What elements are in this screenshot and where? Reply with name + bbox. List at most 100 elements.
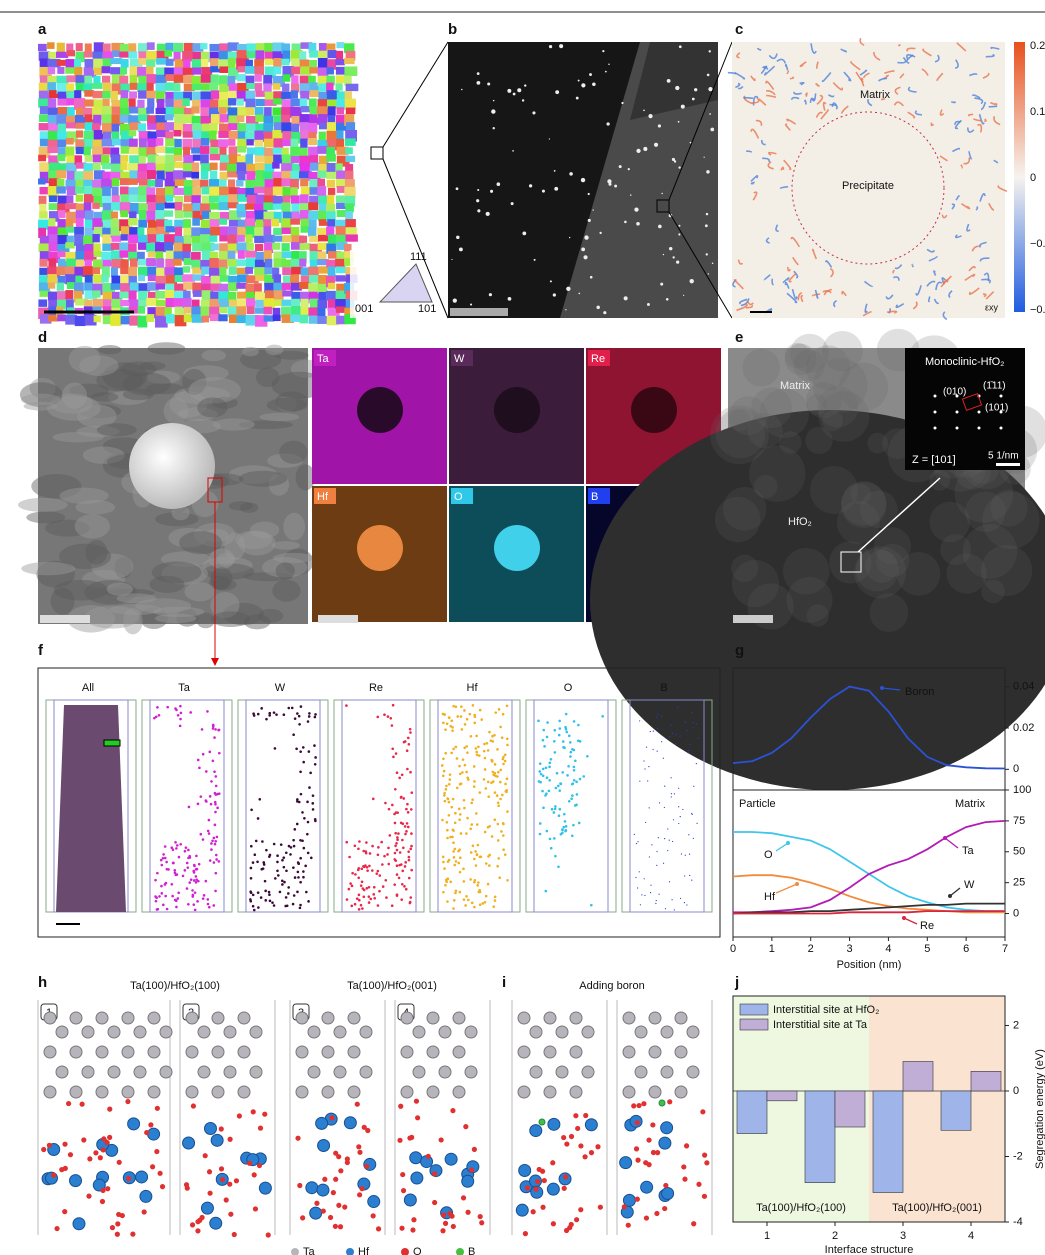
ta-atom [555,1025,569,1039]
grain [227,250,236,260]
apt-atom [553,728,557,732]
grain [245,131,256,142]
apt-atom [186,866,190,869]
grain [66,195,74,204]
grain [318,122,332,130]
grain [264,187,274,198]
grain [74,227,84,238]
ta-atom [400,1085,414,1099]
grain [183,146,191,158]
apt-atom [306,851,310,855]
apt-atom [213,842,217,846]
texture [255,367,280,388]
apt-atom [505,737,509,741]
particle [528,184,533,188]
particle [589,73,592,76]
map-tag [588,350,610,366]
grain [245,98,256,108]
apt-atom [465,832,468,835]
grain [119,114,132,123]
texture [271,541,301,550]
line-series [732,685,1006,770]
grain [344,114,355,126]
grain [317,146,329,154]
o-atom [62,1141,68,1147]
hf-atom [584,1118,598,1132]
texture [109,604,162,616]
apt-atom [503,759,507,763]
grain [84,290,98,300]
grain [254,283,262,295]
apt-atom [483,742,486,746]
grain [120,107,130,117]
apt-atom [253,853,257,857]
strain-streak [977,123,983,133]
zoom-line [668,211,733,319]
strain-streak [978,114,985,125]
grain [317,170,328,178]
apt-atom [490,781,493,785]
texture [135,598,192,614]
grain [119,98,129,109]
grain [254,178,268,188]
apt-atom [447,813,451,817]
o-atom [262,1111,268,1117]
grain [201,290,213,302]
grain [38,90,52,100]
grain [246,242,254,251]
map-tag [314,488,336,504]
grain [138,155,146,168]
apt-atom [567,800,571,803]
grain [300,267,310,276]
grain [218,195,230,205]
ta-atom [543,1085,557,1099]
grain [210,114,224,125]
apt-atom [359,884,363,887]
apt-atom [486,882,490,886]
lattice [822,410,843,432]
apt-atom [395,894,399,897]
grain [335,163,343,173]
apt-atom [251,893,255,897]
grain [147,219,161,231]
particle [706,170,710,174]
strain-streak [804,92,808,97]
strain-streak [982,293,987,298]
apt-atom [554,786,558,790]
o-atom [536,1166,542,1173]
apt-atom [450,719,454,723]
grain [326,290,339,301]
grain [317,299,327,309]
particle [566,286,571,291]
strain-streak [897,56,907,64]
apt-atom [444,728,447,731]
strain-streak [840,105,849,114]
o-atom [101,1136,107,1142]
grain [192,290,202,297]
grain [74,115,86,125]
grain [326,99,338,109]
apt-atom [163,883,167,886]
grain [263,131,273,143]
structure-title: Ta(100)/HfO₂(001) [347,980,437,992]
grain [146,170,157,179]
apt-atom [271,901,274,904]
grain [344,251,355,262]
apt-atom [577,821,581,825]
hf-atom [127,1117,141,1131]
grain [182,123,193,133]
lattice [829,541,872,584]
grain [183,282,196,290]
particle [680,104,685,109]
grain [218,314,228,322]
texture [239,502,259,513]
apt-atom [474,747,478,750]
grain [120,267,133,275]
apt-atom [486,780,490,784]
grain [101,266,110,278]
grain [165,226,178,233]
grain [146,187,156,197]
ta-atom [347,1011,361,1025]
grain [92,298,104,309]
o-atom [530,1209,536,1215]
